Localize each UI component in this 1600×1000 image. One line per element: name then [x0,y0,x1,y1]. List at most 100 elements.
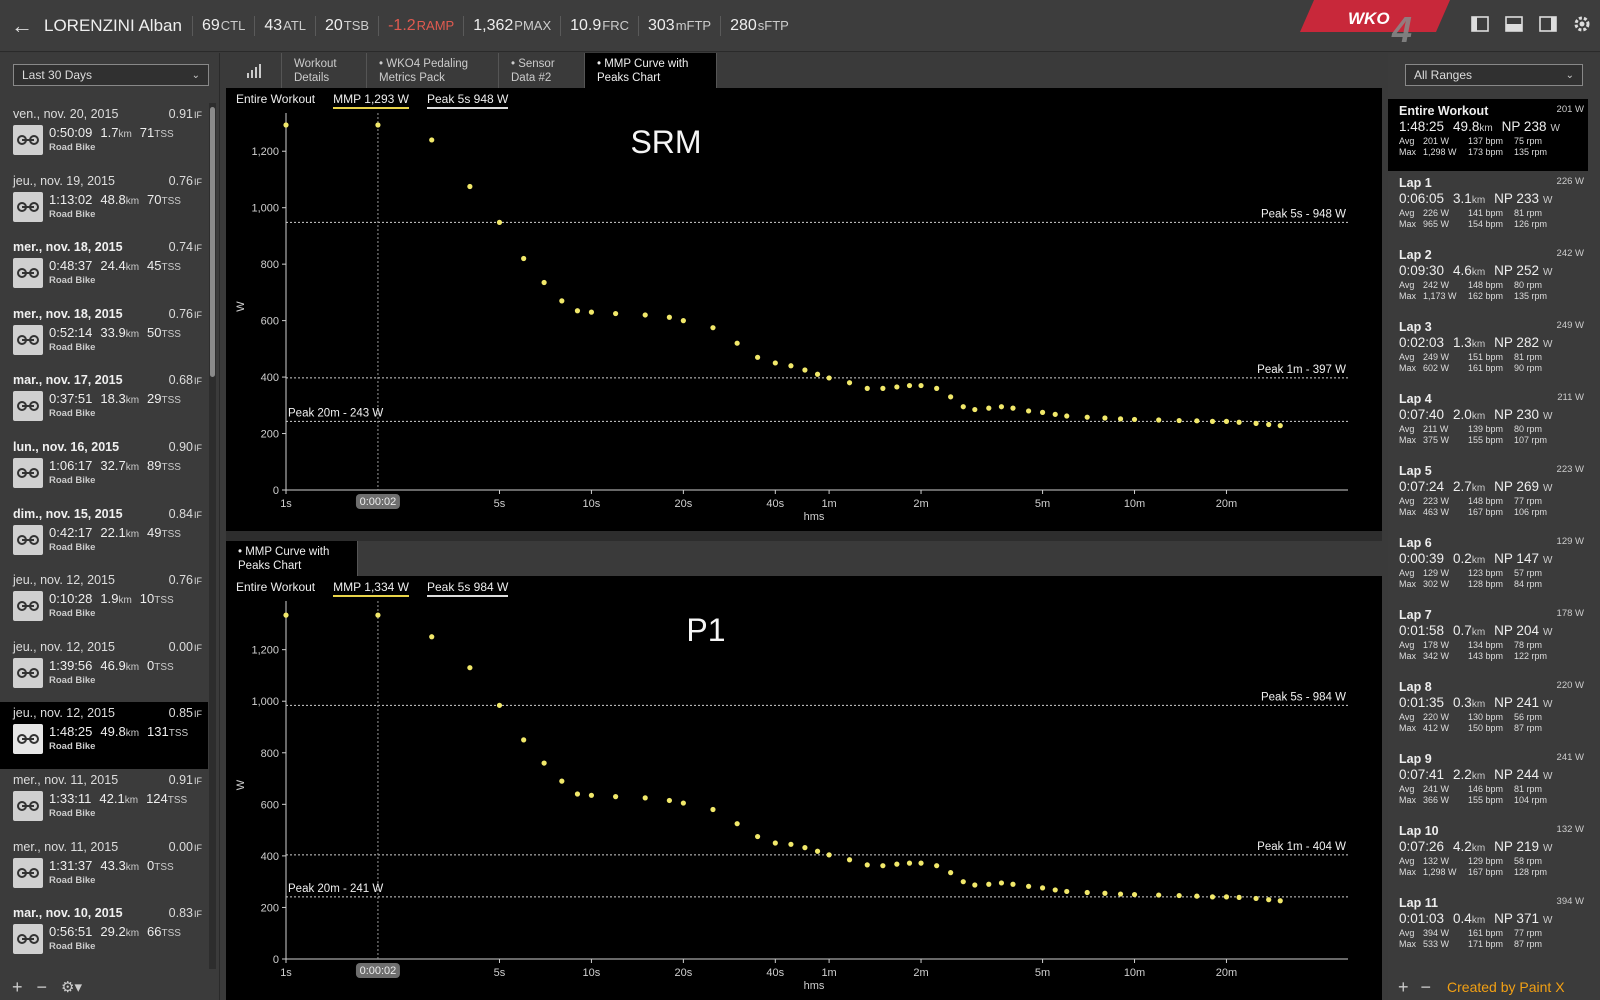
mmp-point[interactable] [894,384,900,390]
mmp-point[interactable] [934,863,940,869]
mmp-point[interactable] [960,879,966,885]
mmp-point[interactable] [521,737,527,743]
mmp-point[interactable] [814,848,821,854]
workout-item[interactable]: mar., nov. 10, 2015 0.83IF 0:56:51 29.2km 66… [0,902,208,969]
mmp-point[interactable] [1156,892,1162,898]
mmp-point[interactable] [960,404,966,410]
mmp-point[interactable] [734,340,740,346]
gear-menu-icon[interactable]: ⚙▾ [61,979,83,996]
mmp-point[interactable] [1266,897,1272,903]
lap-item[interactable]: Lap 3 249 W 0:02:03 1.3km NP 282 W Avg 249 W 151… [1388,315,1588,387]
tab-2[interactable]: • Sensor Data #2 [499,53,585,88]
srm-mmp-chart[interactable]: 0 200 400 600 800 1,000 1,200 1s 5s 10s 20s 40s 1m 2m… [226,88,1382,531]
tab-0[interactable]: Workout Details [282,53,367,88]
mmp-point[interactable] [754,354,761,360]
workout-item[interactable]: jeu., nov. 12, 2015 0.76IF 0:10:28 1.9km 10T… [0,569,208,636]
workout-item[interactable]: mer., nov. 18, 2015 0.76IF 0:52:14 33.9km 50… [0,303,208,370]
mmp-point[interactable] [1010,405,1016,411]
mmp-point[interactable] [588,309,595,315]
mmp-point[interactable] [429,137,435,143]
mmp-point[interactable] [1117,416,1124,422]
mmp-point[interactable] [1194,893,1200,899]
lap-item[interactable]: Lap 8 220 W 0:01:35 0.3km NP 241 W Avg 220 W 130… [1388,675,1588,747]
mmp-point[interactable] [467,665,473,671]
mmp-point[interactable] [680,318,686,324]
mmp-point[interactable] [948,394,954,400]
mmp-point[interactable] [948,870,954,876]
mmp-point[interactable] [559,298,565,304]
mmp-point[interactable] [918,860,924,866]
mmp-point[interactable] [734,821,740,827]
workout-item[interactable]: lun., nov. 16, 2015 0.90IF 1:06:17 32.7km 89… [0,436,208,503]
mmp-point[interactable] [496,219,503,225]
mmp-point[interactable] [1010,881,1016,887]
layout-bottom-icon[interactable] [1504,14,1524,34]
mmp-point[interactable] [934,385,940,391]
mmp-point[interactable] [1236,419,1242,425]
mmp-point[interactable] [1064,413,1070,419]
mmp-point[interactable] [1052,887,1058,893]
mmp-point[interactable] [642,795,648,801]
mmp-point[interactable] [642,312,648,318]
mmp-point[interactable] [826,375,832,381]
layout-left-icon[interactable] [1470,14,1490,34]
lap-item[interactable]: Lap 2 242 W 0:09:30 4.6km NP 252 W Avg 242 W 148… [1388,243,1588,315]
mmp-point[interactable] [710,325,716,331]
panel-splitter[interactable] [226,531,1382,541]
mmp-point[interactable] [864,862,870,868]
mmp-point[interactable] [1025,408,1032,414]
tab-3[interactable]: • MMP Curve with Peaks Chart [585,53,717,88]
remove-icon[interactable]: − [1420,976,1432,997]
peak-label[interactable]: Peak 5s 948 W [426,92,509,109]
mmp-point[interactable] [1223,418,1230,424]
mmp-point[interactable] [772,840,778,846]
lap-item[interactable]: Lap 11 394 W 0:01:03 0.4km NP 371 W Avg 394 W 16… [1388,891,1588,959]
mmp-point[interactable] [1266,421,1272,428]
mmp-point[interactable] [986,405,992,411]
mmp-point[interactable] [906,860,913,866]
mmp-point[interactable] [814,371,821,377]
mmp-point[interactable] [972,882,978,888]
mmp-point[interactable] [802,367,808,373]
mmp-point[interactable] [1194,418,1200,424]
mmp-point[interactable] [1084,889,1090,896]
lap-item[interactable]: Lap 9 241 W 0:07:41 2.2km NP 244 W Avg 241 W 146… [1388,747,1588,819]
mmp-point[interactable] [754,833,761,840]
ranges-select[interactable]: All Ranges ⌄ [1405,64,1583,86]
mmp-point[interactable] [1223,894,1230,900]
range-label[interactable]: Entire Workout [236,580,316,594]
mmp-point[interactable] [1064,888,1070,895]
workout-list-scrollbar[interactable] [209,103,216,969]
mmp-point[interactable] [894,861,900,867]
mmp-point[interactable] [998,880,1005,886]
mmp-point[interactable] [613,794,619,800]
scrollbar-thumb[interactable] [210,107,215,377]
workout-item[interactable]: mer., nov. 18, 2015 0.74IF 0:48:37 24.4km 45… [0,236,208,303]
mmp-point[interactable] [541,279,547,286]
mmp-point[interactable] [788,841,794,847]
range-label[interactable]: Entire Workout [236,92,316,106]
mmp-point[interactable] [541,760,547,766]
mmp-point[interactable] [826,852,832,858]
mmp-point[interactable] [521,255,527,262]
mmp-point[interactable] [880,385,886,391]
p1-mmp-chart[interactable]: 0 200 400 600 800 1,000 1,200 1s 5s 10s 20s 40s 1m 2m… [226,576,1382,1000]
mmp-point[interactable] [680,800,686,806]
mmp-point[interactable] [1025,883,1032,889]
mmp-point[interactable] [788,363,794,369]
tab-mmp-curve-2[interactable]: • MMP Curve with Peaks Chart [226,541,358,576]
add-icon[interactable]: + [12,976,23,997]
mmp-point[interactable] [1253,895,1259,902]
tab-1[interactable]: • WKO4 Pedaling Metrics Pack [367,53,499,88]
mmp-point[interactable] [1102,890,1108,896]
peak-label[interactable]: Peak 5s 984 W [426,580,509,597]
mmp-point[interactable] [559,778,565,784]
mmp-point[interactable] [666,314,672,320]
mmp-point[interactable] [1176,892,1182,899]
mmp-point[interactable] [1052,411,1058,417]
mmp-point[interactable] [588,792,595,798]
mmp-label[interactable]: MMP 1,293 W [333,92,409,109]
lap-item[interactable]: Lap 7 178 W 0:01:58 0.7km NP 204 W Avg 178 W 134… [1388,603,1588,675]
mmp-point[interactable] [802,845,808,851]
mmp-point[interactable] [429,634,435,640]
